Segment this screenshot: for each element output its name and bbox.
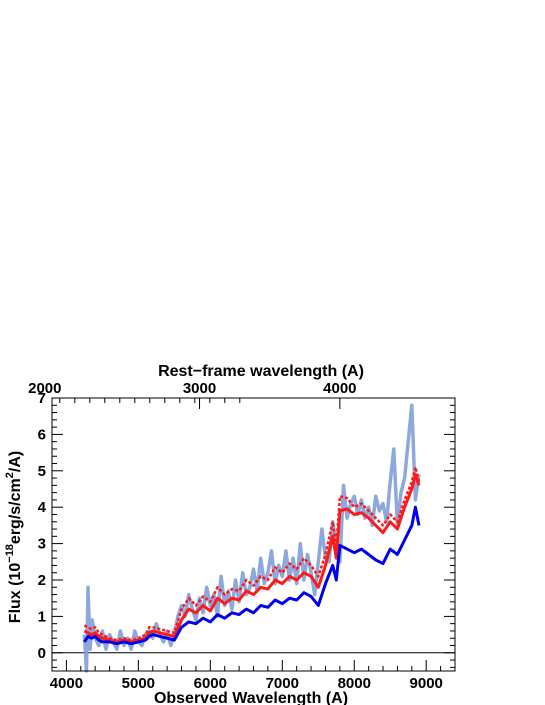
y-tick-label: 3 <box>38 536 46 553</box>
plot-frame <box>51 397 456 672</box>
x-tick-label: 8000 <box>338 675 371 692</box>
x-tick-label: 7000 <box>266 675 299 692</box>
y-tick-label: 5 <box>38 463 46 480</box>
blue-solid-model-line <box>83 505 421 646</box>
x-tick-label: 6000 <box>194 675 227 692</box>
x-tick-label: 4000 <box>50 675 83 692</box>
top-x-tick-label: 2000 <box>28 380 61 397</box>
top-x-tick-label: 4000 <box>323 380 356 397</box>
y-tick-label: 2 <box>38 572 46 589</box>
y-axis-title-text: erg/s/cm <box>7 478 24 544</box>
top-x-tick-label: 3000 <box>183 380 216 397</box>
red-dotted-model-line <box>83 465 421 642</box>
x-axis-title: Observed Wavelength (A) <box>154 690 348 705</box>
x-tick-label: 9000 <box>410 675 443 692</box>
axes <box>51 397 456 672</box>
y-tick-label: 4 <box>38 499 47 516</box>
plot-area <box>52 403 455 673</box>
y-axis-title-exponent: 2 <box>4 472 16 478</box>
top-x-axis-title: Rest−frame wavelength (A) <box>158 363 364 380</box>
red-solid-model-line <box>83 472 421 644</box>
y-tick-label: 1 <box>38 608 46 625</box>
y-tick-label: 7 <box>38 390 46 407</box>
observed-spectrum-line <box>82 403 421 673</box>
y-axis-title-text: /A) <box>7 451 24 472</box>
y-axis-title-text: Flux (10 <box>7 563 24 624</box>
y-tick-label: 0 <box>38 645 46 662</box>
x-tick-label: 5000 <box>122 675 155 692</box>
y-axis-title-exponent: −18 <box>4 544 16 563</box>
y-axis-title: Flux (10−18erg/s/cm2/A) <box>4 451 24 623</box>
y-tick-label: 6 <box>38 426 46 443</box>
